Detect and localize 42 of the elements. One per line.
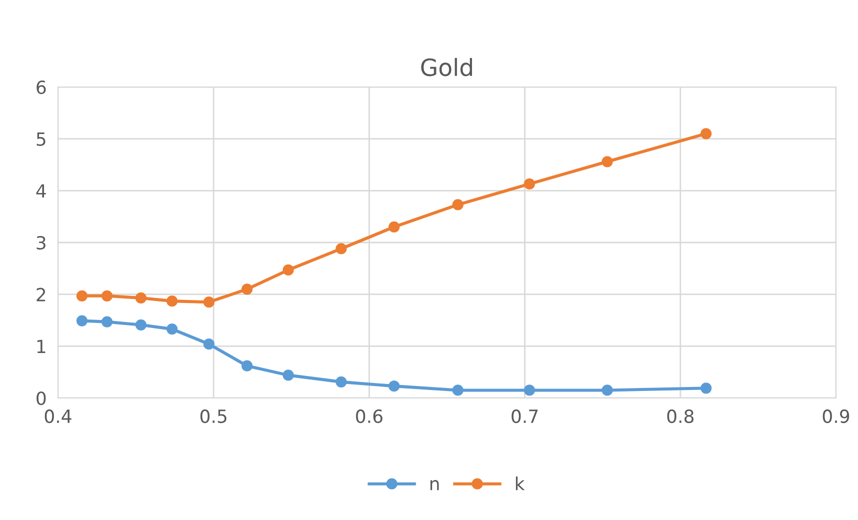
point <box>452 384 464 396</box>
point <box>242 284 253 295</box>
point <box>135 319 146 330</box>
y-tick-label: 3 <box>36 236 46 250</box>
x-tick-label: 0.6 <box>356 409 382 424</box>
point <box>101 316 113 328</box>
point <box>203 296 214 308</box>
point <box>700 128 712 140</box>
legend-label: k <box>516 476 525 490</box>
point <box>336 243 347 254</box>
point <box>282 370 294 381</box>
x-tick-label: 0.7 <box>512 409 538 424</box>
y-tick-label: 6 <box>36 80 46 94</box>
point <box>101 290 113 302</box>
point <box>524 384 536 396</box>
x-tick-label: 0.8 <box>667 409 694 424</box>
chart-title: Gold <box>421 58 472 76</box>
point <box>135 292 146 304</box>
y-tick-label: 1 <box>37 340 46 354</box>
point <box>166 324 178 335</box>
x-tick-label: 0.5 <box>200 409 226 424</box>
point <box>602 384 613 396</box>
y-tick-label: 5 <box>36 132 46 146</box>
point <box>602 156 613 168</box>
y-tick-label: 4 <box>36 184 46 198</box>
x-tick-label: 0.9 <box>822 409 850 424</box>
point <box>282 264 294 276</box>
x-tick-label: 0.4 <box>44 409 72 424</box>
legend-label: n <box>430 480 439 490</box>
point <box>203 338 214 350</box>
point <box>242 360 253 372</box>
point <box>76 315 88 326</box>
point <box>524 178 536 190</box>
point <box>452 199 464 210</box>
y-tick-label: 2 <box>36 288 46 302</box>
point <box>336 376 347 388</box>
point <box>166 296 178 307</box>
point <box>700 382 712 394</box>
point <box>388 380 400 392</box>
point <box>76 290 88 302</box>
point <box>388 221 400 233</box>
y-tick-label: 0 <box>36 391 46 406</box>
